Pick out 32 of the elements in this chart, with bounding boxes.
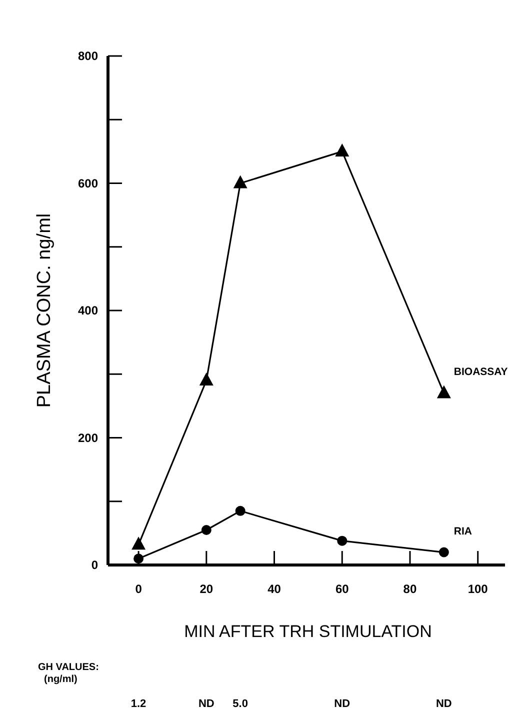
x-tick-label: 0	[135, 582, 142, 596]
point	[201, 525, 212, 536]
x-tick-label: 20	[200, 582, 214, 596]
point	[335, 143, 350, 156]
point	[199, 372, 214, 386]
y-tick-label: 200	[78, 430, 98, 445]
text: ND	[334, 698, 350, 710]
x-tick-label: 60	[335, 582, 350, 596]
text: ND	[436, 698, 452, 710]
y-tick-label: 600	[78, 176, 98, 190]
x-tick-label: 40	[268, 582, 282, 596]
text: 5.0	[232, 698, 248, 710]
point	[132, 536, 146, 550]
point	[438, 547, 449, 558]
point	[134, 554, 144, 564]
y-tick-label: 0	[91, 558, 98, 572]
point	[436, 385, 451, 398]
text: ND	[198, 698, 214, 710]
text: 1.2	[130, 698, 146, 710]
point	[235, 506, 246, 516]
text: (ng/ml)	[44, 674, 78, 685]
series-label: BIOASSAY	[454, 366, 508, 378]
y-axis-title: PLASMA CONC. ng/ml	[34, 213, 55, 408]
point	[337, 536, 348, 546]
y-tick-label: 400	[78, 304, 98, 318]
text: GH VALUES:	[38, 662, 99, 673]
y-tick-label: 800	[78, 49, 98, 63]
x-tick-label: 80	[403, 582, 417, 596]
x-tick-label: 100	[468, 582, 488, 596]
point	[233, 175, 248, 188]
x-axis-title: MIN AFTER TRH STIMULATION	[184, 622, 432, 641]
series-label: RIA	[454, 525, 472, 538]
